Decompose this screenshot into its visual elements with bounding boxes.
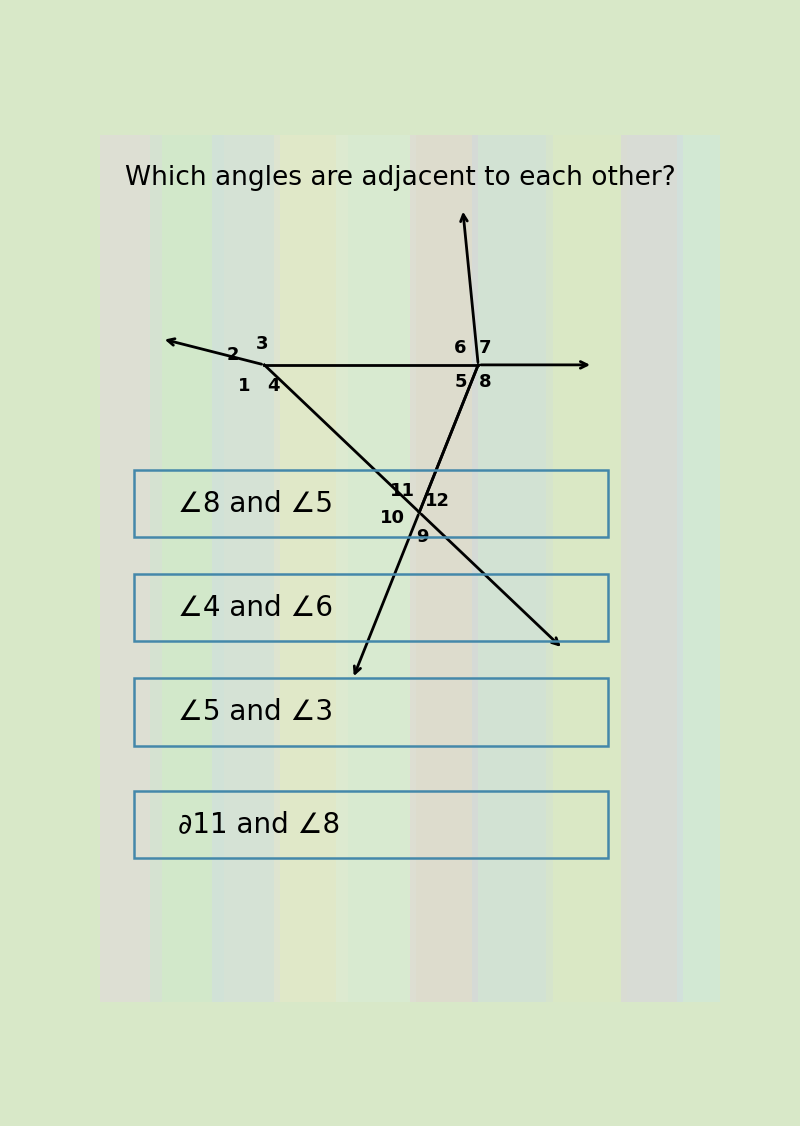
Bar [150, 135, 224, 1002]
Text: 4: 4 [267, 377, 280, 395]
Text: 5: 5 [454, 373, 466, 391]
Text: 10: 10 [379, 509, 405, 527]
Bar [472, 135, 553, 1002]
Bar [336, 135, 416, 1002]
Bar [677, 135, 733, 1002]
Text: ∠8 and ∠5: ∠8 and ∠5 [178, 490, 333, 518]
Bar [211, 135, 280, 1002]
Text: ∂11 and ∠8: ∂11 and ∠8 [178, 811, 340, 839]
Text: 8: 8 [478, 373, 491, 391]
Text: Which angles are adjacent to each other?: Which angles are adjacent to each other? [125, 166, 675, 191]
Bar [621, 135, 682, 1002]
Text: 7: 7 [478, 339, 491, 357]
Text: 3: 3 [255, 334, 268, 352]
Bar [100, 135, 162, 1002]
Text: ∠5 and ∠3: ∠5 and ∠3 [178, 698, 333, 725]
Bar [546, 135, 627, 1002]
Text: 1: 1 [238, 377, 250, 395]
Bar [274, 135, 348, 1002]
Text: ∠4 and ∠6: ∠4 and ∠6 [178, 593, 333, 622]
Text: 9: 9 [416, 528, 428, 546]
Text: 6: 6 [454, 339, 466, 357]
Text: 12: 12 [425, 492, 450, 510]
Bar [410, 135, 478, 1002]
Text: 11: 11 [390, 482, 415, 500]
Text: 2: 2 [226, 347, 239, 365]
